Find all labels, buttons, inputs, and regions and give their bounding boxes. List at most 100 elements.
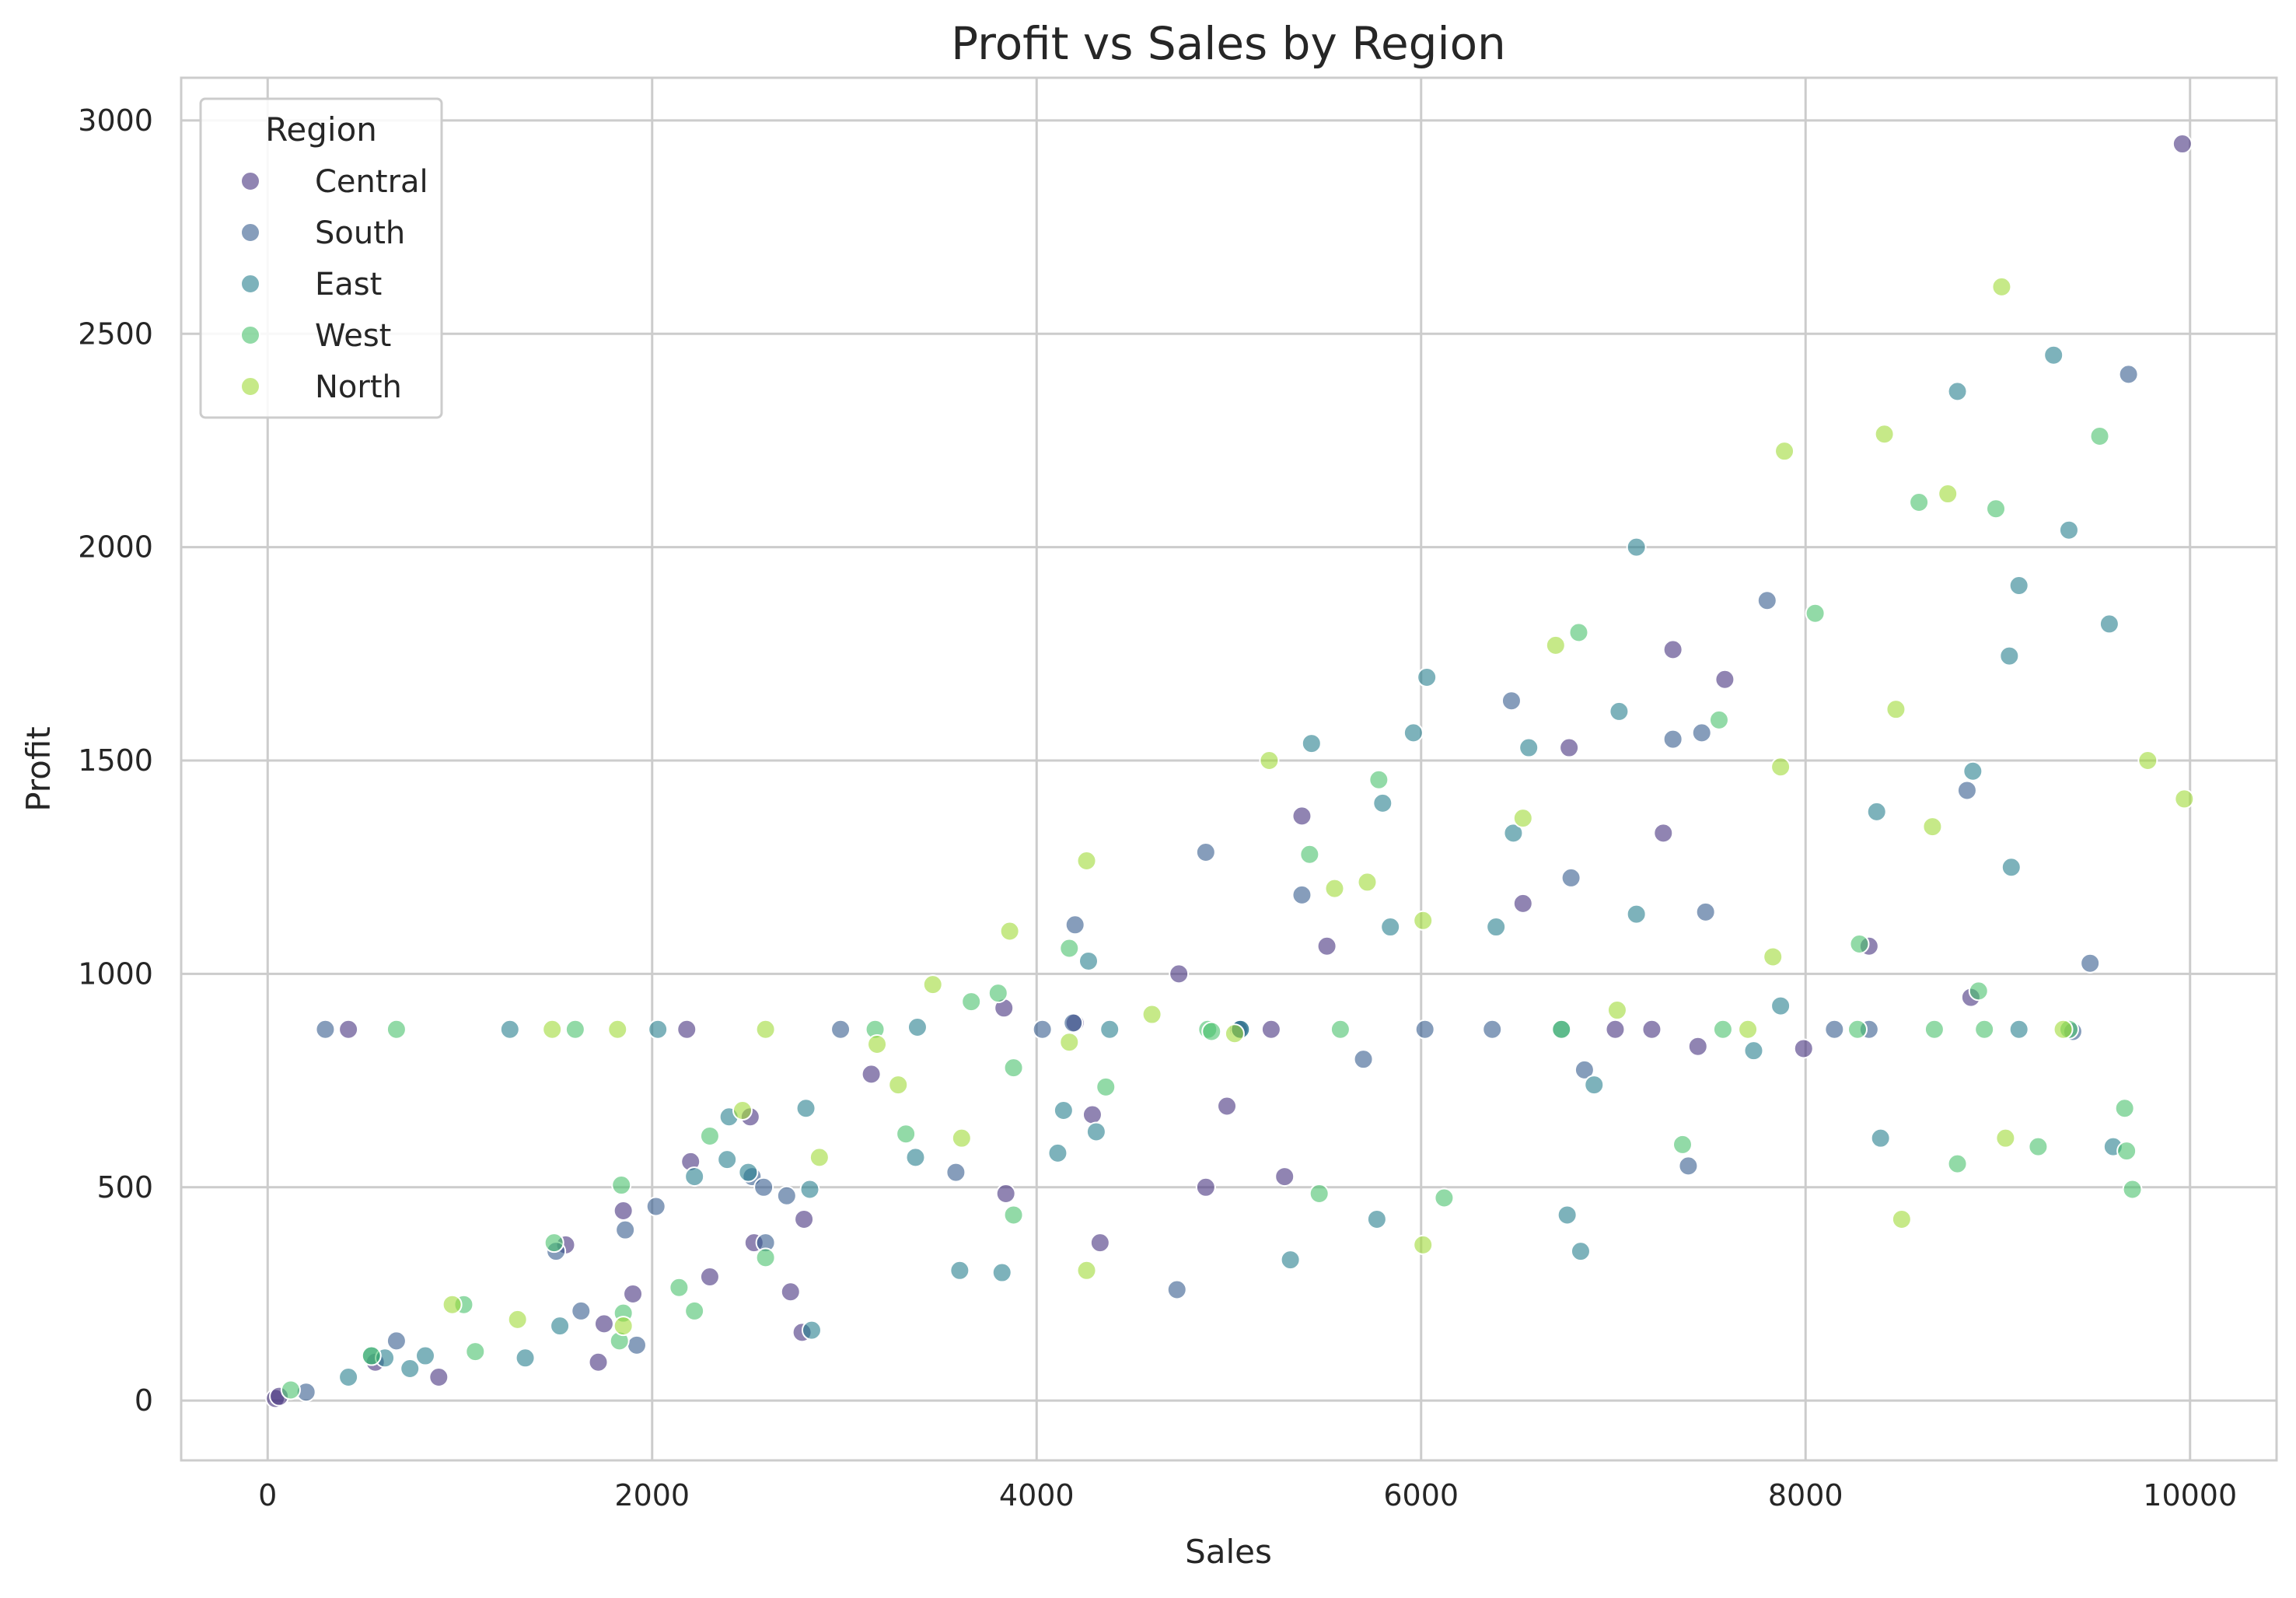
data-point — [442, 1294, 463, 1315]
data-point — [626, 1334, 647, 1355]
legend-item-central: Central — [240, 164, 428, 200]
data-point — [1870, 1128, 1891, 1149]
x-tick-label: 4000 — [999, 1478, 1075, 1512]
data-point — [755, 1247, 776, 1268]
data-point — [1574, 1059, 1595, 1080]
x-tick-label: 10000 — [2143, 1478, 2237, 1512]
data-point — [2118, 364, 2139, 385]
legend-label: North — [315, 369, 402, 405]
data-point — [615, 1219, 636, 1240]
data-point — [794, 1208, 815, 1229]
data-point — [1738, 1019, 1759, 1040]
data-point — [2008, 1019, 2029, 1040]
data-point — [386, 1331, 407, 1351]
x-tick-label: 8000 — [1768, 1478, 1843, 1512]
data-point — [1947, 1153, 1968, 1174]
data-point — [717, 1149, 738, 1170]
data-point — [1368, 769, 1389, 790]
data-point — [2008, 575, 2029, 596]
data-point — [1609, 701, 1630, 722]
data-point — [684, 1166, 705, 1187]
data-point — [1003, 1205, 1024, 1226]
data-point — [1353, 1049, 1374, 1070]
data-point — [2089, 425, 2110, 446]
data-point — [1687, 1036, 1708, 1057]
data-point — [795, 1098, 816, 1119]
data-point — [1824, 1019, 1845, 1040]
data-point — [1403, 722, 1424, 743]
grid-lines — [181, 78, 2277, 1460]
legend-label: West — [315, 318, 391, 354]
legend-label: South — [315, 215, 405, 251]
data-point — [1417, 667, 1438, 688]
data-point — [1626, 537, 1647, 558]
legend-label: Central — [315, 164, 428, 200]
data-point — [1714, 669, 1735, 690]
data-point — [2028, 1136, 2049, 1157]
data-point — [2053, 1019, 2074, 1040]
data-point — [669, 1277, 690, 1298]
data-point — [280, 1379, 301, 1400]
data-point — [1866, 801, 1887, 822]
x-axis-label: Sales — [1185, 1533, 1272, 1571]
data-point — [648, 1019, 669, 1040]
data-point — [1956, 780, 1977, 801]
data-point — [1003, 1058, 1024, 1079]
data-point — [799, 1179, 820, 1200]
data-point — [1366, 1208, 1387, 1229]
data-point — [1557, 1205, 1578, 1226]
data-point — [1770, 995, 1791, 1016]
data-point — [1763, 946, 1784, 967]
data-point — [499, 1019, 520, 1040]
data-point — [564, 1019, 585, 1040]
data-point — [1053, 1100, 1074, 1121]
data-point — [999, 921, 1020, 942]
data-point — [1059, 938, 1080, 959]
y-tick-label: 500 — [96, 1170, 153, 1205]
data-point — [1518, 737, 1539, 758]
data-point — [907, 1017, 928, 1038]
data-point — [1512, 808, 1533, 829]
data-point — [1849, 933, 1870, 954]
data-point — [1584, 1075, 1605, 1096]
data-point — [1434, 1187, 1455, 1208]
data-point — [1099, 1019, 1120, 1040]
data-point — [1551, 1019, 1572, 1040]
data-point — [1560, 867, 1581, 888]
data-point — [1291, 884, 1312, 905]
chart-title: Profit vs Sales by Region — [951, 17, 1506, 70]
data-point — [995, 1184, 1016, 1205]
data-point — [1357, 872, 1378, 893]
data-point — [338, 1019, 359, 1040]
y-tick-label: 2000 — [78, 530, 153, 565]
data-point — [1672, 1134, 1693, 1155]
data-point — [611, 1175, 632, 1196]
data-point — [1924, 1019, 1945, 1040]
data-point — [896, 1124, 917, 1145]
data-point — [684, 1300, 705, 1321]
data-point — [465, 1341, 486, 1362]
data-point — [1653, 823, 1674, 844]
data-point — [1169, 963, 1190, 984]
data-point — [922, 974, 943, 995]
data-point — [1909, 492, 1930, 513]
data-point — [1195, 1177, 1216, 1198]
data-point — [1986, 498, 2007, 519]
data-point — [550, 1316, 571, 1337]
x-tick-label: 0 — [258, 1478, 277, 1512]
data-point — [753, 1177, 774, 1198]
data-point — [1995, 1128, 2016, 1149]
data-point — [2001, 857, 2022, 878]
data-point — [1482, 1019, 1503, 1040]
data-point — [1032, 1019, 1053, 1040]
data-point — [1974, 1019, 1995, 1040]
data-point — [1082, 1104, 1103, 1125]
data-point — [1793, 1038, 1814, 1059]
data-point — [1922, 816, 1943, 837]
data-point — [1047, 1142, 1068, 1163]
data-point — [515, 1348, 536, 1369]
data-point — [2114, 1098, 2135, 1119]
data-point — [2099, 614, 2120, 635]
data-point — [1330, 1019, 1351, 1040]
data-point — [1217, 1096, 1238, 1117]
